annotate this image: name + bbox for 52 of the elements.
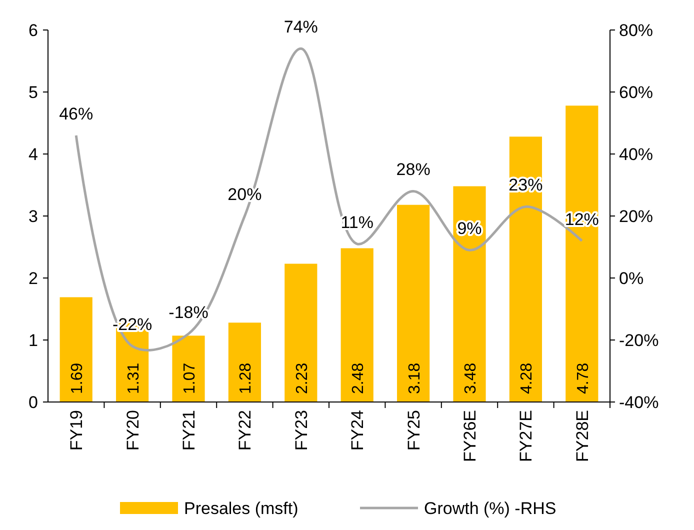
data-label: 28% bbox=[396, 160, 430, 180]
bar bbox=[60, 297, 92, 402]
x-tick-label: FY26E bbox=[460, 410, 480, 462]
data-label: 46% bbox=[59, 104, 94, 124]
bar bbox=[172, 336, 205, 402]
legend-label: Presales (msft) bbox=[184, 498, 298, 518]
data-label: 3.18 bbox=[406, 362, 424, 394]
bar bbox=[284, 264, 318, 402]
data-label: 20% bbox=[228, 185, 262, 204]
y2-tick-label: 20% bbox=[619, 206, 654, 226]
y2-tick-label: 40% bbox=[619, 144, 654, 164]
data-label: 74% bbox=[284, 18, 318, 37]
x-tick-label: FY22 bbox=[236, 410, 255, 451]
y-tick-label: 6 bbox=[28, 20, 38, 40]
data-label: 3.48 bbox=[462, 362, 480, 394]
y-tick-label: 4 bbox=[28, 144, 38, 164]
bar bbox=[340, 248, 374, 402]
bar bbox=[228, 322, 261, 402]
data-label: 1.28 bbox=[238, 362, 255, 394]
x-tick-label: FY28E bbox=[572, 410, 592, 462]
y-tick-label: 0 bbox=[28, 392, 38, 412]
bar bbox=[453, 186, 486, 402]
data-label: 11% bbox=[340, 212, 374, 232]
data-label: 1.07 bbox=[182, 362, 198, 394]
y-tick-label: 2 bbox=[28, 268, 38, 288]
data-label: 2.23 bbox=[294, 362, 311, 394]
data-label: 4.78 bbox=[574, 362, 592, 394]
bar bbox=[509, 136, 542, 402]
legend-label: Growth (%) -RHS bbox=[424, 498, 556, 518]
x-tick-label: FY25 bbox=[404, 410, 424, 451]
y2-tick-label: -40% bbox=[619, 392, 659, 412]
x-tick-label: FY19 bbox=[67, 410, 86, 451]
x-tick-label: FY23 bbox=[292, 410, 311, 451]
data-label: 1.69 bbox=[69, 362, 86, 394]
data-label: 1.31 bbox=[125, 362, 142, 394]
x-tick-label: FY24 bbox=[348, 410, 368, 451]
y2-tick-label: 80% bbox=[619, 20, 654, 40]
y-tick-label: 3 bbox=[28, 206, 38, 226]
bar bbox=[397, 204, 430, 402]
data-label: 4.28 bbox=[518, 362, 536, 394]
y2-tick-label: 0% bbox=[619, 268, 644, 288]
y-tick-label: 5 bbox=[28, 82, 38, 102]
x-tick-label: FY21 bbox=[180, 410, 198, 451]
y-tick-label: 1 bbox=[28, 330, 38, 350]
y2-tick-label: 60% bbox=[619, 82, 654, 102]
bar bbox=[566, 106, 598, 402]
x-tick-label: FY27E bbox=[516, 410, 536, 462]
data-label: 2.48 bbox=[350, 362, 368, 394]
x-tick-label: FY20 bbox=[123, 410, 142, 451]
y2-tick-label: -20% bbox=[619, 330, 659, 350]
data-label: -18% bbox=[168, 302, 208, 322]
data-label: 9% bbox=[457, 219, 482, 238]
